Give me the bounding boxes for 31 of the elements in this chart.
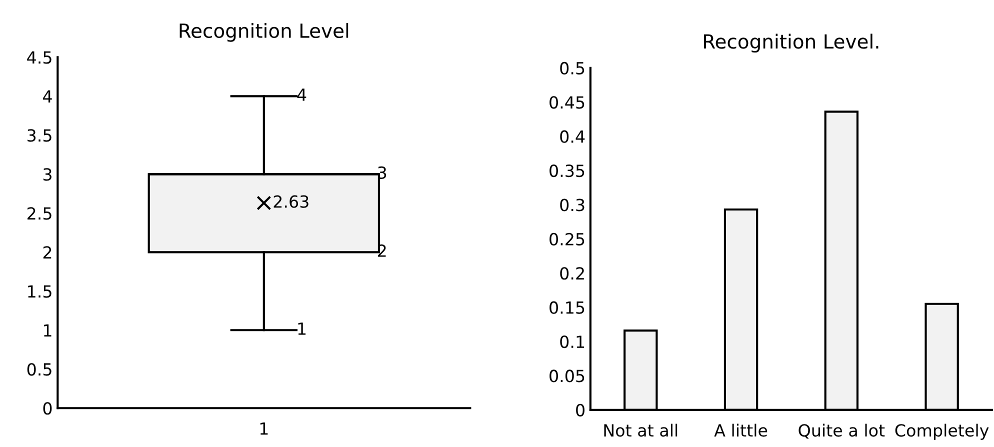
x-tick-label: Completely bbox=[895, 424, 989, 440]
y-tick-label: 0.25 bbox=[550, 232, 584, 246]
y-tick-label: 0.35 bbox=[550, 164, 584, 178]
annotation: 4 bbox=[297, 88, 306, 101]
y-tick-label: 0.5 bbox=[27, 363, 52, 376]
y-tick-label: 0.15 bbox=[550, 301, 584, 314]
y-tick-label: 0.1 bbox=[560, 335, 584, 348]
y-tick-label: 0.4 bbox=[560, 130, 585, 143]
annotation: 2.63 bbox=[274, 195, 308, 208]
y-tick-label: 0 bbox=[576, 404, 584, 416]
y-tick-label: 0.05 bbox=[550, 370, 584, 382]
y-tick-label: 0.3 bbox=[560, 198, 584, 212]
x-tick-label: Quite a lot bbox=[798, 424, 885, 439]
y-tick-label: 0.2 bbox=[560, 267, 584, 280]
y-tick-label: 0.5 bbox=[560, 62, 584, 75]
y-tick-label: 3.5 bbox=[28, 129, 52, 142]
y-tick-label: 0 bbox=[43, 402, 52, 415]
y-tick-label: 2.5 bbox=[28, 207, 52, 220]
y-tick-label: 1 bbox=[44, 324, 52, 336]
y-tick-label: 2 bbox=[43, 246, 52, 258]
y-tick-label: 3 bbox=[43, 168, 52, 181]
x-tick-label: 1 bbox=[260, 422, 268, 435]
x-tick-label: Not at all bbox=[604, 424, 678, 437]
chart-title: Recognition Level bbox=[180, 22, 348, 42]
y-tick-label: 0.45 bbox=[550, 96, 584, 109]
y-tick-label: 1.5 bbox=[28, 285, 52, 298]
x-tick-label: A little bbox=[714, 424, 768, 437]
y-tick-label: 4.5 bbox=[27, 51, 52, 64]
y-tick-label: 4 bbox=[43, 90, 52, 103]
chart-title: Recognition Level. bbox=[704, 34, 878, 53]
annotation: 1 bbox=[298, 322, 306, 335]
